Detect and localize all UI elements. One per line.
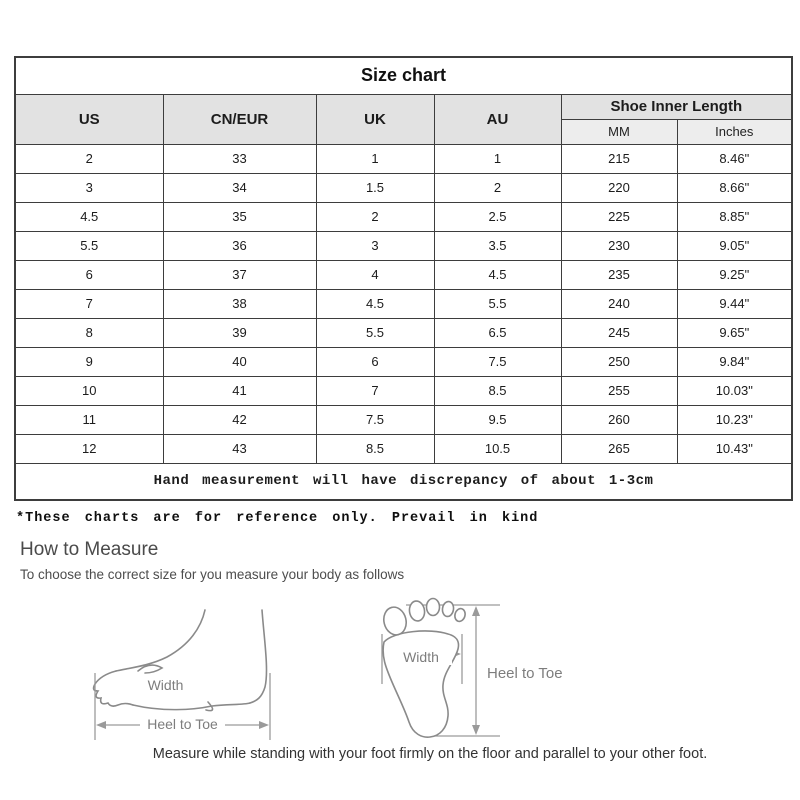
cell: 4.5 <box>14 201 164 232</box>
cell: 34 <box>162 172 317 203</box>
column-header-uk: UK <box>315 93 435 145</box>
cell: 1 <box>315 143 435 174</box>
cell: 8 <box>14 317 164 348</box>
cell: 6 <box>14 259 164 290</box>
cell: 37 <box>162 259 317 290</box>
cell: 265 <box>560 433 678 464</box>
side-view-foot-illustration: Width Heel to Toe <box>88 598 278 746</box>
how-to-measure-heading: How to Measure <box>20 539 159 560</box>
cell: 10 <box>14 375 164 406</box>
column-header-shoe-inner-length: Shoe Inner Length <box>560 93 793 120</box>
side-foot-width-label: Width <box>147 677 184 693</box>
cell: 6 <box>315 346 435 377</box>
cell: 240 <box>560 288 678 319</box>
cell: 36 <box>162 230 317 261</box>
cell: 9.25" <box>676 259 793 290</box>
table-row: 9 40 6 7.5 250 9.84" <box>14 346 793 377</box>
table-row: 2 33 1 1 215 8.46" <box>14 143 793 174</box>
cell: 9.5 <box>433 404 562 435</box>
side-foot-heel-to-toe-label: Heel to Toe <box>140 716 225 733</box>
cell: 10.23" <box>676 404 793 435</box>
cell: 8.5 <box>315 433 435 464</box>
cell: 2 <box>315 201 435 232</box>
cell: 3 <box>14 172 164 203</box>
cell: 1.5 <box>315 172 435 203</box>
column-header-us: US <box>14 93 164 145</box>
cell: 215 <box>560 143 678 174</box>
cell: 250 <box>560 346 678 377</box>
table-row: 8 39 5.5 6.5 245 9.65" <box>14 317 793 348</box>
cell: 220 <box>560 172 678 203</box>
cell: 5.5 <box>433 288 562 319</box>
cell: 41 <box>162 375 317 406</box>
cell: 10.03" <box>676 375 793 406</box>
cell: 2 <box>14 143 164 174</box>
reference-note: *These charts are for reference only. Pr… <box>16 511 539 526</box>
cell: 8.85" <box>676 201 793 232</box>
table-row: 3 34 1.5 2 220 8.66" <box>14 172 793 203</box>
top-view-foot-illustration: Width <box>378 596 578 746</box>
cell: 33 <box>162 143 317 174</box>
how-to-measure-subtitle: To choose the correct size for you measu… <box>20 567 405 582</box>
table-row: 4.5 35 2 2.5 225 8.85" <box>14 201 793 232</box>
cell: 225 <box>560 201 678 232</box>
table-row: 6 37 4 4.5 235 9.25" <box>14 259 793 290</box>
cell: 7 <box>315 375 435 406</box>
table-title: Size chart <box>14 56 793 95</box>
cell: 5.5 <box>14 230 164 261</box>
cell: 7.5 <box>433 346 562 377</box>
cell: 11 <box>14 404 164 435</box>
cell: 38 <box>162 288 317 319</box>
cell: 12 <box>14 433 164 464</box>
top-foot-heel-to-toe-label: Heel to Toe <box>484 665 566 683</box>
cell: 245 <box>560 317 678 348</box>
cell: 260 <box>560 404 678 435</box>
top-foot-width-label: Width <box>390 649 452 666</box>
cell: 255 <box>560 375 678 406</box>
cell: 7.5 <box>315 404 435 435</box>
cell: 4.5 <box>315 288 435 319</box>
cell: 3.5 <box>433 230 562 261</box>
cell: 10.5 <box>433 433 562 464</box>
measure-caption: Measure while standing with your foot fi… <box>152 746 708 762</box>
table-row: 5.5 36 3 3.5 230 9.05" <box>14 230 793 261</box>
cell: 35 <box>162 201 317 232</box>
cell: 9 <box>14 346 164 377</box>
cell: 6.5 <box>433 317 562 348</box>
cell: 8.66" <box>676 172 793 203</box>
cell: 8.46" <box>676 143 793 174</box>
column-header-mm: MM <box>560 118 678 145</box>
table-row: 11 42 7.5 9.5 260 10.23" <box>14 404 793 435</box>
cell: 4 <box>315 259 435 290</box>
size-chart-table: Size chart US CN/EUR UK AU Shoe Inner Le… <box>14 56 794 501</box>
cell: 9.05" <box>676 230 793 261</box>
cell: 3 <box>315 230 435 261</box>
cell: 10.43" <box>676 433 793 464</box>
cell: 9.65" <box>676 317 793 348</box>
cell: 43 <box>162 433 317 464</box>
table-row: 10 41 7 8.5 255 10.03" <box>14 375 793 406</box>
cell: 39 <box>162 317 317 348</box>
cell: 5.5 <box>315 317 435 348</box>
cell: 235 <box>560 259 678 290</box>
cell: 8.5 <box>433 375 562 406</box>
cell: 9.84" <box>676 346 793 377</box>
cell: 42 <box>162 404 317 435</box>
cell: 7 <box>14 288 164 319</box>
table-footer-note: Hand measurement will have discrepancy o… <box>14 462 793 501</box>
column-header-cneur: CN/EUR <box>162 93 317 145</box>
cell: 1 <box>433 143 562 174</box>
cell: 230 <box>560 230 678 261</box>
column-header-inches: Inches <box>676 118 793 145</box>
cell: 40 <box>162 346 317 377</box>
table-row: 7 38 4.5 5.5 240 9.44" <box>14 288 793 319</box>
cell: 2.5 <box>433 201 562 232</box>
cell: 2 <box>433 172 562 203</box>
column-header-au: AU <box>433 93 562 145</box>
cell: 4.5 <box>433 259 562 290</box>
cell: 9.44" <box>676 288 793 319</box>
table-row: 12 43 8.5 10.5 265 10.43" <box>14 433 793 464</box>
